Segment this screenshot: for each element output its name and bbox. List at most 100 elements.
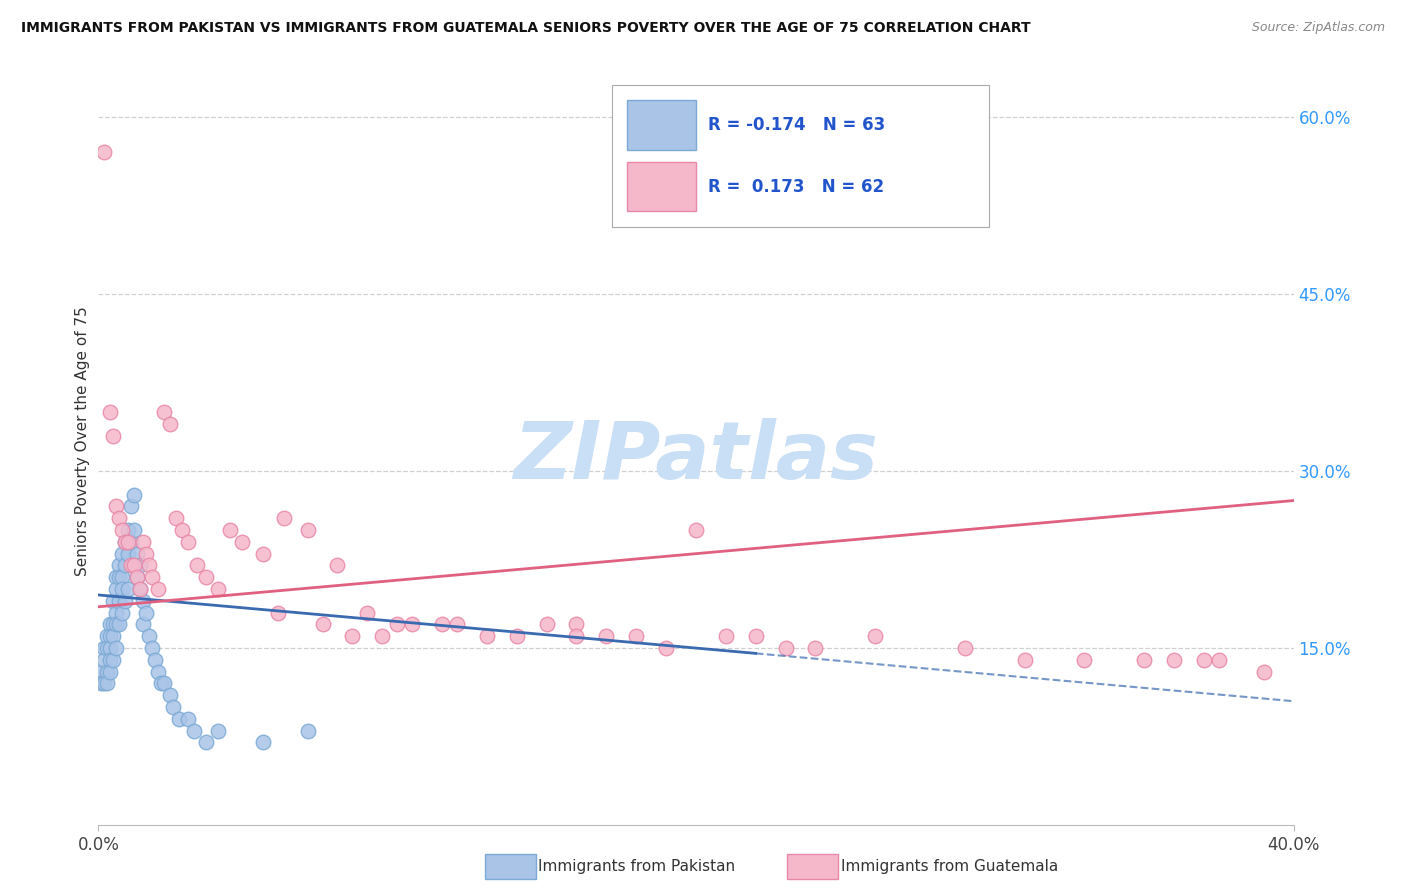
Point <box>103 629 125 643</box>
Point <box>565 629 588 643</box>
Point <box>162 700 184 714</box>
Point <box>103 617 125 632</box>
Point <box>124 523 146 537</box>
Point <box>1163 653 1185 667</box>
Point <box>114 594 136 608</box>
Point <box>98 653 122 667</box>
Point <box>90 665 112 679</box>
Point <box>953 641 976 656</box>
Point <box>153 676 176 690</box>
Point <box>148 665 170 679</box>
Point <box>117 534 139 549</box>
Point <box>506 629 529 643</box>
Point <box>371 629 394 643</box>
Point <box>108 617 131 632</box>
Point <box>655 641 678 656</box>
Point <box>127 570 149 584</box>
Point <box>98 641 122 656</box>
Point <box>207 723 229 738</box>
Point <box>342 629 364 643</box>
Point <box>143 653 166 667</box>
Point <box>273 511 295 525</box>
Point <box>96 676 118 690</box>
Point <box>114 534 136 549</box>
Point <box>93 676 115 690</box>
Point <box>105 582 128 596</box>
Point <box>98 405 122 419</box>
Point <box>446 617 468 632</box>
Point <box>177 712 200 726</box>
Point <box>93 653 115 667</box>
Point <box>108 594 131 608</box>
Point <box>141 570 163 584</box>
Point <box>804 641 827 656</box>
Point <box>114 534 136 549</box>
Point <box>148 582 170 596</box>
Point <box>108 570 131 584</box>
Text: IMMIGRANTS FROM PAKISTAN VS IMMIGRANTS FROM GUATEMALA SENIORS POVERTY OVER THE A: IMMIGRANTS FROM PAKISTAN VS IMMIGRANTS F… <box>21 21 1031 35</box>
Point <box>111 570 134 584</box>
Point <box>120 558 142 573</box>
Point <box>252 735 274 749</box>
Point <box>129 582 152 596</box>
Point <box>626 629 648 643</box>
Point <box>297 723 319 738</box>
Point <box>96 641 118 656</box>
Point <box>1133 653 1156 667</box>
Point <box>129 582 152 596</box>
Point <box>117 547 139 561</box>
Point <box>475 629 498 643</box>
Point <box>183 723 205 738</box>
Point <box>865 629 887 643</box>
Point <box>111 606 134 620</box>
Point <box>93 641 115 656</box>
Point <box>105 500 128 514</box>
Point <box>127 547 149 561</box>
Point <box>108 511 131 525</box>
Point <box>595 629 617 643</box>
Point <box>138 558 160 573</box>
Point <box>195 735 218 749</box>
Point <box>401 617 423 632</box>
Point <box>385 617 409 632</box>
Point <box>132 594 155 608</box>
Point <box>297 523 319 537</box>
Point <box>153 405 176 419</box>
Point <box>90 676 112 690</box>
Point <box>231 534 253 549</box>
Point <box>111 523 134 537</box>
Point <box>127 570 149 584</box>
Point <box>98 665 122 679</box>
Point <box>267 606 290 620</box>
Point <box>120 534 142 549</box>
Point <box>207 582 229 596</box>
Point <box>93 145 115 160</box>
Point <box>159 688 181 702</box>
Point <box>685 523 707 537</box>
Point <box>1208 653 1230 667</box>
Point <box>1073 653 1095 667</box>
FancyBboxPatch shape <box>613 85 988 227</box>
Point <box>108 558 131 573</box>
Point <box>1014 653 1036 667</box>
Point <box>120 500 142 514</box>
Point <box>167 712 190 726</box>
Point <box>135 606 157 620</box>
Point <box>96 629 118 643</box>
Point <box>135 547 157 561</box>
Point <box>252 547 274 561</box>
Point <box>356 606 378 620</box>
Point <box>1253 665 1275 679</box>
Point <box>98 629 122 643</box>
Point <box>311 617 333 632</box>
Text: Immigrants from Guatemala: Immigrants from Guatemala <box>841 859 1059 873</box>
Point <box>138 629 160 643</box>
Text: Source: ZipAtlas.com: Source: ZipAtlas.com <box>1251 21 1385 34</box>
Point <box>98 617 122 632</box>
Point <box>103 653 125 667</box>
Text: R =  0.173   N = 62: R = 0.173 N = 62 <box>709 178 884 196</box>
Point <box>117 582 139 596</box>
Text: Immigrants from Pakistan: Immigrants from Pakistan <box>538 859 735 873</box>
Point <box>105 641 128 656</box>
Point <box>105 570 128 584</box>
